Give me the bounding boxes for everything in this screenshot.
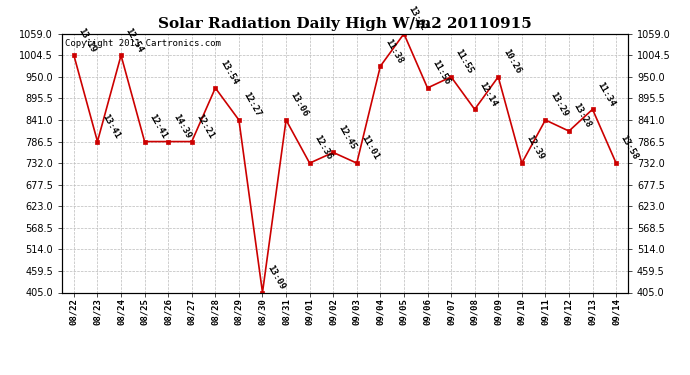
Text: 13:06: 13:06 xyxy=(289,91,310,118)
Text: 11:56: 11:56 xyxy=(431,59,451,87)
Text: 12:21: 12:21 xyxy=(195,112,216,140)
Text: 13:09: 13:09 xyxy=(265,263,286,291)
Text: 13:41: 13:41 xyxy=(100,112,121,140)
Text: 12:14: 12:14 xyxy=(477,80,499,108)
Text: 11:01: 11:01 xyxy=(359,134,381,162)
Text: 10:26: 10:26 xyxy=(501,48,522,75)
Text: 11:55: 11:55 xyxy=(454,48,475,75)
Text: 12:27: 12:27 xyxy=(241,91,263,118)
Text: 13:19: 13:19 xyxy=(77,26,98,54)
Text: Copyright 2011 Cartronics.com: Copyright 2011 Cartronics.com xyxy=(65,39,221,48)
Text: 11:34: 11:34 xyxy=(595,80,617,108)
Text: 13:54: 13:54 xyxy=(218,59,239,87)
Text: 12:36: 12:36 xyxy=(313,134,334,162)
Title: Solar Radiation Daily High W/m2 20110915: Solar Radiation Daily High W/m2 20110915 xyxy=(158,17,532,31)
Text: 12:45: 12:45 xyxy=(336,123,357,151)
Text: 14:39: 14:39 xyxy=(171,112,193,140)
Text: 13:02: 13:02 xyxy=(406,4,428,32)
Text: 12:54: 12:54 xyxy=(124,26,145,54)
Text: 12:39: 12:39 xyxy=(524,134,546,162)
Text: 13:29: 13:29 xyxy=(548,91,569,118)
Text: 13:58: 13:58 xyxy=(619,134,640,162)
Text: 12:41: 12:41 xyxy=(148,112,168,140)
Text: 11:38: 11:38 xyxy=(383,37,404,65)
Text: 13:28: 13:28 xyxy=(572,102,593,130)
